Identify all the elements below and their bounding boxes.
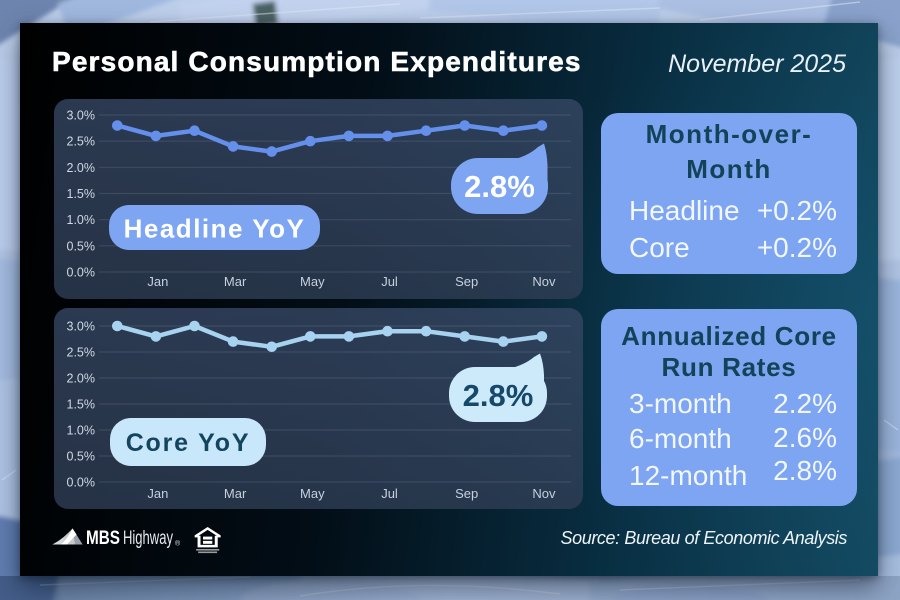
svg-text:Jul: Jul [381,274,398,289]
svg-text:Nov: Nov [532,274,556,289]
svg-text:Jul: Jul [381,486,398,501]
svg-text:2.5%: 2.5% [67,135,96,149]
svg-text:2.5%: 2.5% [67,346,96,360]
svg-text:Jan: Jan [147,274,168,289]
svg-text:Jan: Jan [147,486,168,501]
svg-text:3.0%: 3.0% [67,109,96,123]
svg-text:1.5%: 1.5% [67,398,96,412]
svg-text:Mar: Mar [224,274,247,289]
svg-text:Mar: Mar [224,486,247,501]
svg-text:0.0%: 0.0% [67,476,96,490]
svg-text:MBS: MBS [86,528,120,549]
svg-text:2.0%: 2.0% [67,161,96,175]
svg-text:May: May [300,274,325,289]
svg-text:May: May [300,486,325,501]
svg-text:1.5%: 1.5% [67,187,96,201]
svg-text:Core YoY: Core YoY [126,429,251,457]
svg-text:Highway: Highway [123,528,173,549]
svg-text:3.0%: 3.0% [67,320,96,334]
svg-text:Sep: Sep [455,486,478,501]
svg-text:®: ® [175,540,181,548]
svg-text:0.5%: 0.5% [67,239,96,253]
svg-text:1.0%: 1.0% [67,213,96,227]
svg-text:2.8%: 2.8% [464,169,535,204]
svg-text:Sep: Sep [455,274,478,289]
svg-text:Headline YoY: Headline YoY [124,214,306,244]
svg-text:2.8%: 2.8% [463,378,534,413]
svg-text:Nov: Nov [532,486,556,501]
svg-text:0.0%: 0.0% [67,266,96,280]
svg-text:0.5%: 0.5% [67,450,96,464]
svg-text:2.0%: 2.0% [67,372,96,386]
svg-text:1.0%: 1.0% [67,424,96,438]
